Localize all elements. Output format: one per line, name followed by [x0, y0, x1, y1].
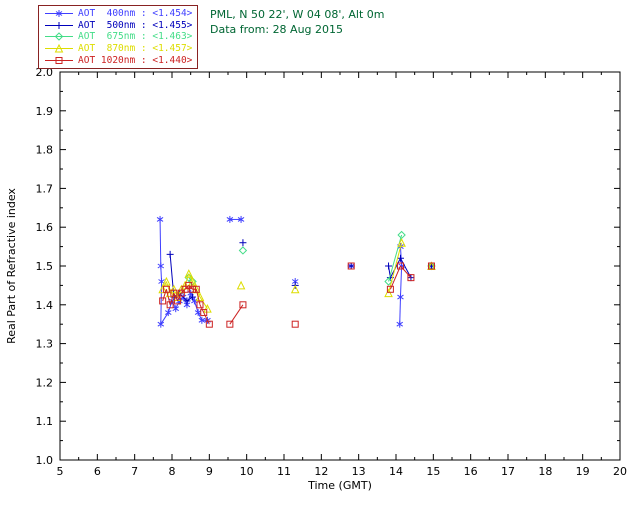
svg-text:5: 5: [57, 465, 64, 478]
x-axis-label: Time (GMT): [307, 479, 372, 492]
svg-text:1.5: 1.5: [36, 260, 54, 273]
y-axis-label: Real Part of Refractive index: [5, 188, 18, 344]
svg-text:19: 19: [576, 465, 590, 478]
svg-text:14: 14: [389, 465, 403, 478]
legend-item: AOT 500nm : <1.455>: [44, 20, 192, 32]
series-aot-400nm: [156, 215, 435, 328]
legend-item: AOT 1020nm : <1.440>: [44, 54, 192, 66]
svg-text:15: 15: [426, 465, 440, 478]
legend-item: AOT 400nm : <1.454>: [44, 8, 192, 20]
plot-header: PML, N 50 22', W 04 08', Alt 0m Data fro…: [210, 7, 384, 37]
svg-text:1.3: 1.3: [36, 338, 54, 351]
series-aot-1020nm: [159, 262, 435, 328]
legend-label: AOT 400nm : <1.454>: [78, 8, 193, 20]
legend-item: AOT 870nm : <1.457>: [44, 43, 192, 55]
legend-label: AOT 500nm : <1.455>: [78, 19, 193, 31]
svg-text:10: 10: [240, 465, 254, 478]
svg-text:7: 7: [131, 465, 138, 478]
series-aot-500nm: [166, 239, 435, 305]
square-marker-icon: [45, 56, 73, 64]
diamond-marker-icon: [45, 32, 73, 42]
legend-label: AOT 870nm : <1.457>: [78, 43, 193, 55]
svg-text:16: 16: [464, 465, 478, 478]
plus-marker-icon: [45, 21, 73, 29]
svg-text:12: 12: [314, 465, 328, 478]
legend-label: AOT 1020nm : <1.440>: [78, 54, 193, 66]
svg-text:17: 17: [501, 465, 515, 478]
svg-text:1.8: 1.8: [36, 144, 54, 157]
svg-text:1.1: 1.1: [36, 415, 54, 428]
legend-box: AOT 400nm : <1.454> AOT 500nm : <1.455> AO…: [38, 5, 199, 69]
svg-text:1.7: 1.7: [36, 182, 54, 195]
svg-text:18: 18: [538, 465, 552, 478]
svg-text:6: 6: [94, 465, 101, 478]
triangle-marker-icon: [45, 43, 73, 53]
svg-text:1.6: 1.6: [36, 221, 54, 234]
svg-text:1.0: 1.0: [36, 454, 54, 467]
svg-text:1.4: 1.4: [36, 299, 54, 312]
data-date-line: Data from: 28 Aug 2015: [210, 23, 344, 36]
svg-text:1.2: 1.2: [36, 376, 54, 389]
series-aot-870nm: [158, 238, 436, 313]
svg-text:9: 9: [206, 465, 213, 478]
legend-label: AOT 675nm : <1.463>: [78, 31, 193, 43]
axes: 5 6 7 8 9 10 11 12 13 14 15 16 17 18 19 20 1.0 1.1 1.2 1.3 1…: [5, 66, 627, 492]
svg-text:1.9: 1.9: [36, 105, 54, 118]
legend-item: AOT 675nm : <1.463>: [44, 31, 192, 43]
svg-text:20: 20: [613, 465, 627, 478]
svg-text:13: 13: [352, 465, 366, 478]
svg-text:8: 8: [169, 465, 176, 478]
svg-text:2.0: 2.0: [36, 66, 54, 79]
site-location-line: PML, N 50 22', W 04 08', Alt 0m: [210, 8, 385, 21]
svg-text:11: 11: [277, 465, 291, 478]
star-marker-icon: [45, 10, 73, 18]
